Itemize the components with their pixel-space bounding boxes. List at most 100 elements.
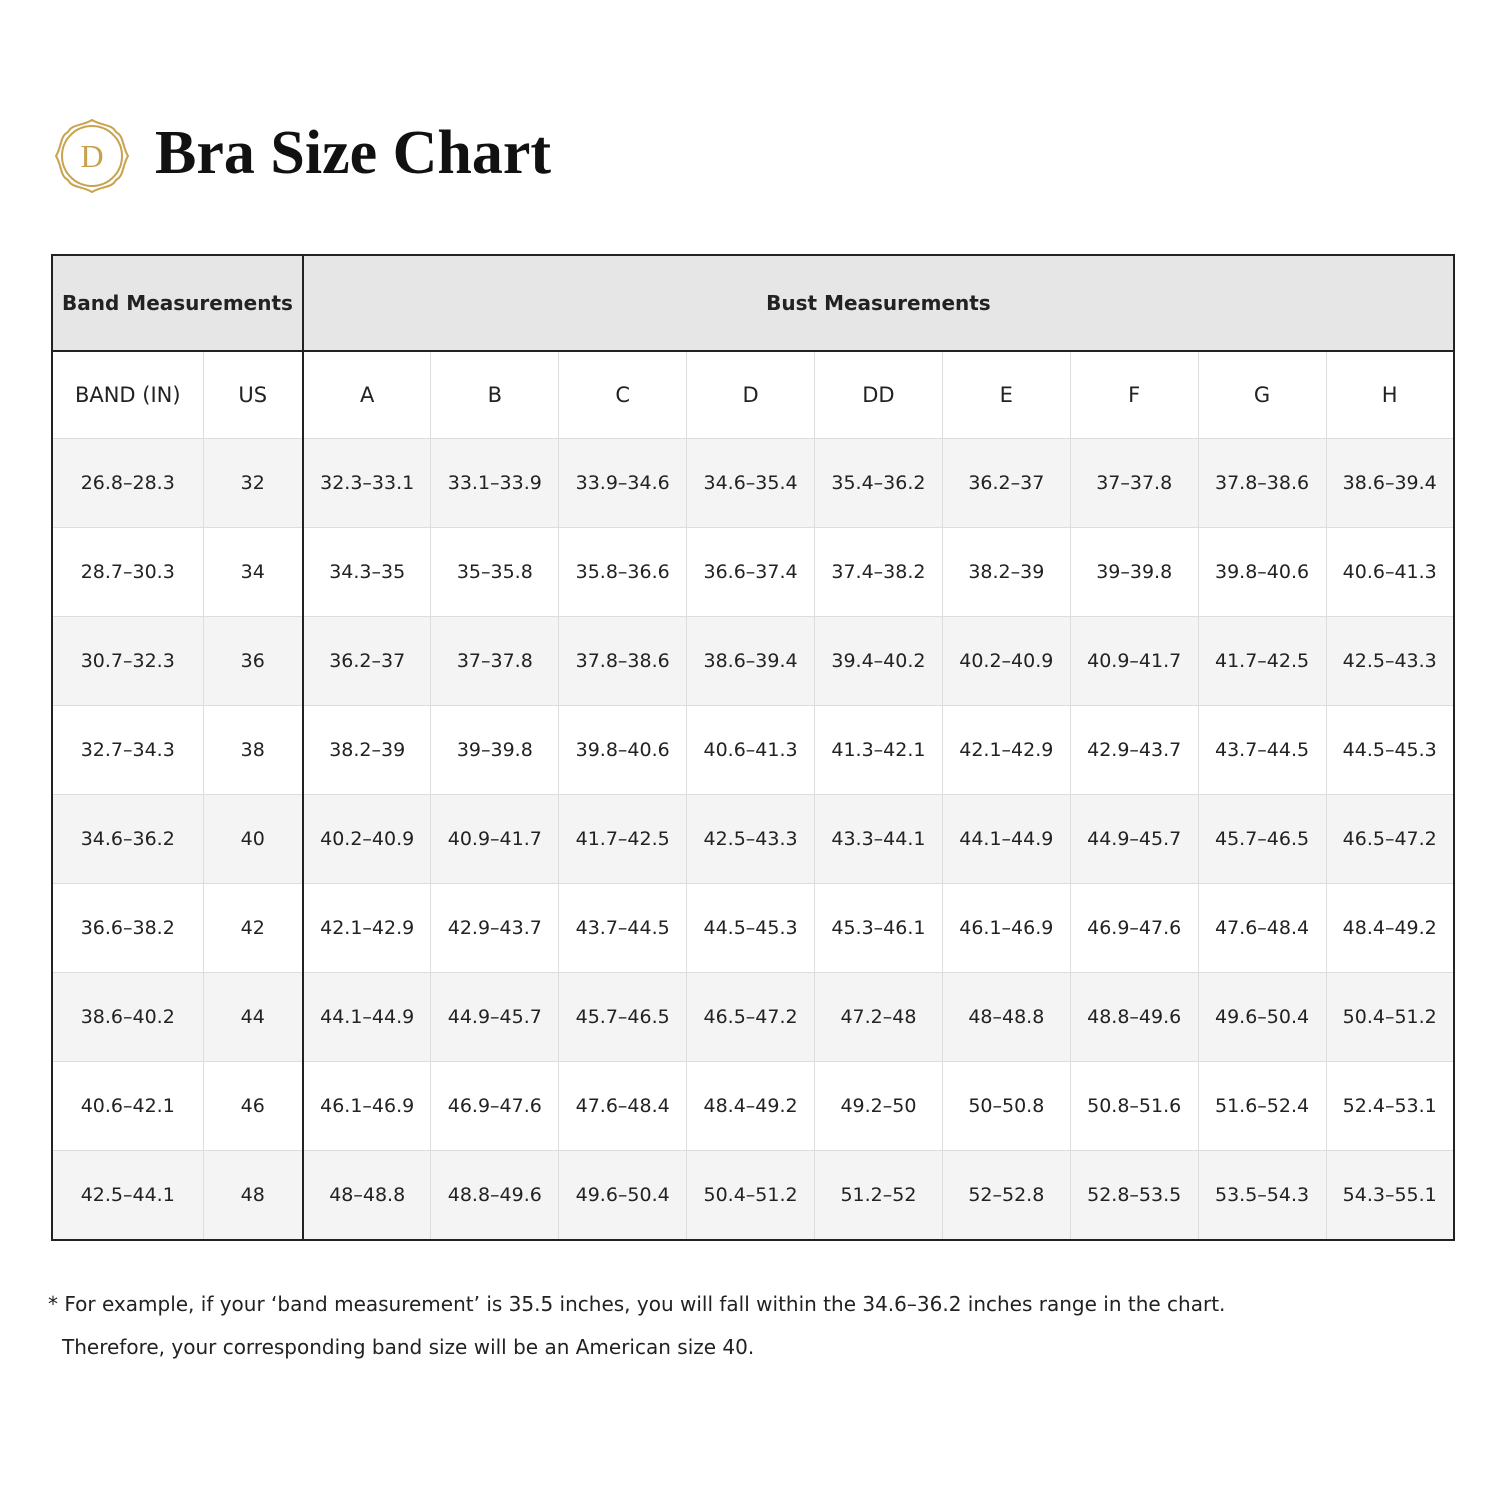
- table-cell: 44.9–45.7: [1069, 794, 1199, 884]
- table-cell: 32.7–34.3: [51, 705, 204, 795]
- table-cell: 34.6–36.2: [51, 794, 204, 884]
- table-cell: 52–52.8: [941, 1150, 1071, 1241]
- table-cell: 44.1–44.9: [941, 794, 1071, 884]
- table-cell: 38.2–39: [302, 705, 432, 795]
- table-cell: 34.6–35.4: [686, 438, 815, 528]
- table-cell: 38.6–40.2: [51, 972, 204, 1062]
- table-cell: 39–39.8: [430, 705, 560, 795]
- column-header-row: BAND (IN) US A B C D DD E F G H: [51, 350, 1455, 439]
- table-cell: 38.2–39: [941, 527, 1071, 617]
- title: Bra Size Chart: [155, 119, 552, 187]
- table-cell: 26.8–28.3: [51, 438, 204, 528]
- table-cell: 45.7–46.5: [558, 972, 688, 1062]
- logo: D: [54, 118, 130, 194]
- table-row: 36.6–38.2 42 42.1–42.9 42.9–43.7 43.7–44.5 44…: [51, 883, 1455, 973]
- table-cell: 48.4–49.2: [1325, 883, 1455, 973]
- table-cell: 36.6–37.4: [686, 527, 815, 617]
- table-cell: 48.8–49.6: [430, 1150, 560, 1241]
- table-cell: 48.4–49.2: [686, 1061, 815, 1151]
- table-cell: 45.3–46.1: [814, 883, 943, 973]
- column-header: A: [302, 350, 432, 439]
- group-header-row: Band Measurements Bust Measurements: [51, 254, 1455, 352]
- table-cell: 44.9–45.7: [430, 972, 560, 1062]
- group-header: Bust Measurements: [302, 254, 1455, 352]
- logo-letter: D: [80, 138, 103, 174]
- group-header: Band Measurements: [51, 254, 304, 352]
- table-cell: 40: [202, 794, 304, 884]
- table-cell: 43.7–44.5: [1197, 705, 1327, 795]
- table-cell: 38: [202, 705, 304, 795]
- table-cell: 46.1–46.9: [302, 1061, 432, 1151]
- table-row: 26.8–28.3 32 32.3–33.1 33.1–33.9 33.9–34.6 34…: [51, 438, 1455, 528]
- table-cell: 47.2–48: [814, 972, 943, 1062]
- footnote: Therefore, your corresponding band size …: [62, 1335, 755, 1359]
- table-cell: 39.8–40.6: [558, 705, 688, 795]
- table-cell: 45.7–46.5: [1197, 794, 1327, 884]
- table-cell: 42.5–44.1: [51, 1150, 204, 1241]
- table-cell: 38.6–39.4: [686, 616, 815, 706]
- table-cell: 52.4–53.1: [1325, 1061, 1455, 1151]
- table-cell: 30.7–32.3: [51, 616, 204, 706]
- table-cell: 35.4–36.2: [814, 438, 943, 528]
- table-cell: 48: [202, 1150, 304, 1241]
- table-cell: 44.5–45.3: [1325, 705, 1455, 795]
- column-header: H: [1325, 350, 1455, 439]
- table-row: 40.6–42.1 46 46.1–46.9 46.9–47.6 47.6–48.4 48…: [51, 1061, 1455, 1151]
- table-row: 30.7–32.3 36 36.2–37 37–37.8 37.8–38.6 38.6–3…: [51, 616, 1455, 706]
- table-cell: 28.7–30.3: [51, 527, 204, 617]
- table-cell: 51.6–52.4: [1197, 1061, 1327, 1151]
- column-header: D: [686, 350, 815, 439]
- table-cell: 39.8–40.6: [1197, 527, 1327, 617]
- table-cell: 36.6–38.2: [51, 883, 204, 973]
- table-cell: 32.3–33.1: [302, 438, 432, 528]
- column-header: E: [941, 350, 1071, 439]
- table-cell: 41.7–42.5: [558, 794, 688, 884]
- table-cell: 54.3–55.1: [1325, 1150, 1455, 1241]
- table-cell: 52.8–53.5: [1069, 1150, 1199, 1241]
- table-cell: 36: [202, 616, 304, 706]
- table-cell: 39.4–40.2: [814, 616, 943, 706]
- table-cell: 33.1–33.9: [430, 438, 560, 528]
- table-cell: 37.4–38.2: [814, 527, 943, 617]
- table-cell: 42.1–42.9: [302, 883, 432, 973]
- table-cell: 37.8–38.6: [558, 616, 688, 706]
- table-row: 42.5–44.1 48 48–48.8 48.8–49.6 49.6–50.4 50.4…: [51, 1150, 1455, 1241]
- column-header: F: [1069, 350, 1199, 439]
- table-cell: 50.8–51.6: [1069, 1061, 1199, 1151]
- table-cell: 49.2–50: [814, 1061, 943, 1151]
- table-cell: 40.2–40.9: [941, 616, 1071, 706]
- table-cell: 46.5–47.2: [1325, 794, 1455, 884]
- table-cell: 42.5–43.3: [686, 794, 815, 884]
- table-cell: 47.6–48.4: [558, 1061, 688, 1151]
- table-cell: 42: [202, 883, 304, 973]
- table-cell: 40.6–41.3: [1325, 527, 1455, 617]
- table-cell: 50.4–51.2: [686, 1150, 815, 1241]
- table-row: 38.6–40.2 44 44.1–44.9 44.9–45.7 45.7–46.5 46…: [51, 972, 1455, 1062]
- table-cell: 48–48.8: [941, 972, 1071, 1062]
- table-row: 34.6–36.2 40 40.2–40.9 40.9–41.7 41.7–42.5 42…: [51, 794, 1455, 884]
- table-cell: 42.9–43.7: [1069, 705, 1199, 795]
- table-cell: 48–48.8: [302, 1150, 432, 1241]
- table-cell: 35–35.8: [430, 527, 560, 617]
- table-cell: 50–50.8: [941, 1061, 1071, 1151]
- table-cell: 46: [202, 1061, 304, 1151]
- table-cell: 42.5–43.3: [1325, 616, 1455, 706]
- table-cell: 41.7–42.5: [1197, 616, 1327, 706]
- table-cell: 44.5–45.3: [686, 883, 815, 973]
- column-header: G: [1197, 350, 1327, 439]
- table-cell: 40.6–41.3: [686, 705, 815, 795]
- table-cell: 34: [202, 527, 304, 617]
- table-cell: 43.3–44.1: [814, 794, 943, 884]
- table-row: 28.7–30.3 34 34.3–35 35–35.8 35.8–36.6 36.6–3…: [51, 527, 1455, 617]
- table-cell: 46.9–47.6: [430, 1061, 560, 1151]
- table-cell: 47.6–48.4: [1197, 883, 1327, 973]
- table-cell: 32: [202, 438, 304, 528]
- table-cell: 42.1–42.9: [941, 705, 1071, 795]
- table-cell: 46.1–46.9: [941, 883, 1071, 973]
- table-cell: 49.6–50.4: [1197, 972, 1327, 1062]
- column-header: B: [430, 350, 560, 439]
- table-cell: 46.5–47.2: [686, 972, 815, 1062]
- table-cell: 36.2–37: [302, 616, 432, 706]
- table-cell: 53.5–54.3: [1197, 1150, 1327, 1241]
